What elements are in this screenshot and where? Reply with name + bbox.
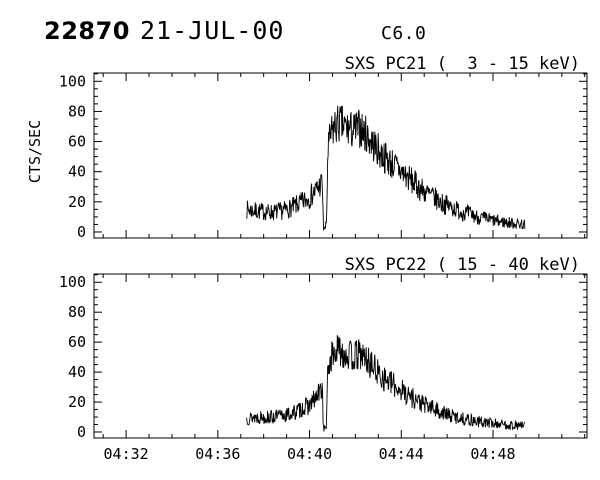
y-tick-label: 40 (68, 163, 86, 181)
panel-1: 04:32 04:36 04:40 04:44 04:48 0 20 40 60 80 100 SXS… (59, 255, 588, 463)
y-tick-label: 80 (68, 102, 86, 120)
panel-0: 0 20 40 60 80 100 SXS PC21 ( 3 - 15 keV) CTS/SE… (26, 54, 588, 241)
series-line-sxs-pc21-3-15-kev-counts (246, 105, 526, 231)
y-tick-label: 60 (68, 133, 86, 151)
x-tick-label: 04:36 (195, 445, 240, 463)
y-tick-label: 80 (68, 303, 86, 321)
y-axis-label: CTS/SEC (26, 120, 44, 183)
event-date: 21-JUL-00 (140, 16, 285, 45)
y-tick-label: 20 (68, 393, 86, 411)
series-line-sxs-pc22-15-40-kev-counts (246, 335, 526, 432)
y-tick-label: 20 (68, 193, 86, 211)
axes-box (93, 273, 588, 439)
x-tick-label: 04:44 (379, 445, 424, 463)
x-tick-label: 04:40 (287, 445, 332, 463)
event-number: 22870 (44, 17, 130, 45)
y-tick-label: 40 (68, 363, 86, 381)
y-tick-label: 0 (77, 423, 86, 441)
panel-title: SXS PC22 ( 15 - 40 keV) (345, 255, 580, 275)
x-tick-label: 04:48 (470, 445, 515, 463)
axes-box (93, 72, 588, 239)
y-tick-label: 100 (59, 72, 86, 90)
y-tick-label: 100 (59, 273, 86, 291)
plot-header: 22870 21-JUL-00 C6.0 (0, 0, 600, 50)
panel-title: SXS PC21 ( 3 - 15 keV) (345, 54, 580, 74)
x-tick-label: 04:32 (104, 445, 149, 463)
goes-class-label: C6.0 (381, 23, 427, 44)
y-tick-label: 0 (77, 223, 86, 241)
y-tick-label: 60 (68, 333, 86, 351)
